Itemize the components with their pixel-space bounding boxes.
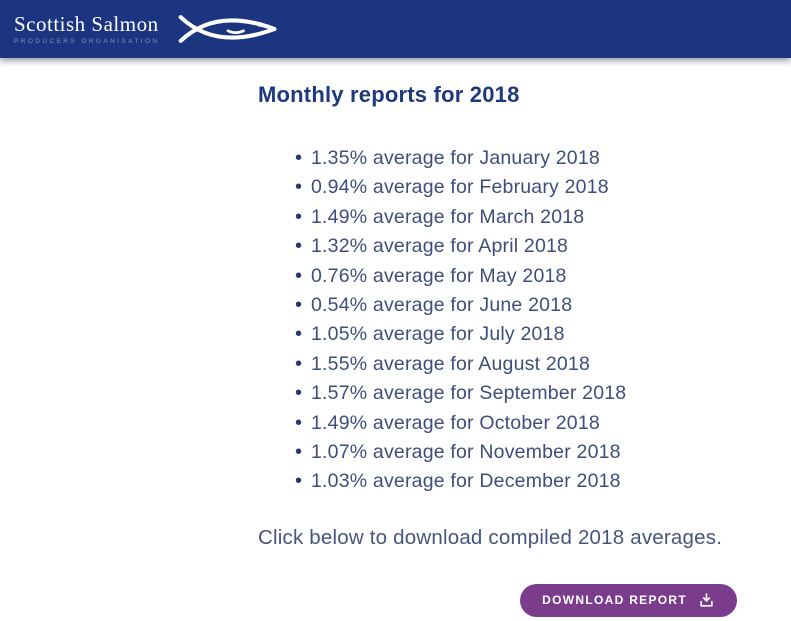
- brand-wordmark: Scottish Salmon PRODUCERS ORGANISATION: [14, 13, 160, 45]
- download-report-button[interactable]: DOWNLOAD REPORT: [520, 583, 737, 617]
- report-list-item: 0.76% average for May 2018: [295, 262, 771, 292]
- report-item-text: 1.07% average for November 2018: [311, 441, 621, 464]
- brand-title: Scottish Salmon: [14, 12, 159, 36]
- report-list-item: 1.05% average for July 2018: [295, 320, 771, 350]
- fish-logo-icon: [178, 11, 278, 47]
- report-list-item: 1.32% average for April 2018: [295, 232, 771, 262]
- report-item-text: 1.57% average for September 2018: [311, 382, 627, 405]
- download-icon: [698, 592, 715, 609]
- report-item-text: 1.49% average for March 2018: [311, 205, 585, 228]
- site-header: Scottish Salmon PRODUCERS ORGANISATION: [0, 0, 791, 58]
- report-item-text: 1.03% average for December 2018: [311, 470, 621, 493]
- main-content: Monthly reports for 2018 1.35% average f…: [0, 58, 791, 617]
- report-list-item: 1.57% average for September 2018: [295, 379, 771, 409]
- report-item-text: 0.54% average for June 2018: [311, 294, 573, 317]
- report-item-text: 1.55% average for August 2018: [311, 352, 590, 375]
- report-item-text: 1.05% average for July 2018: [311, 323, 565, 346]
- report-item-text: 1.35% average for January 2018: [311, 147, 600, 169]
- report-list-item: 1.49% average for October 2018: [295, 409, 771, 439]
- report-list-item: 1.49% average for March 2018: [295, 203, 771, 233]
- button-row: DOWNLOAD REPORT: [258, 583, 771, 617]
- report-item-text: 1.32% average for April 2018: [311, 235, 569, 258]
- report-list-item: 0.54% average for June 2018: [295, 291, 771, 321]
- brand-subtitle: PRODUCERS ORGANISATION: [14, 38, 160, 45]
- report-list-item: 1.07% average for November 2018: [295, 438, 771, 468]
- page-title: Monthly reports for 2018: [258, 82, 520, 107]
- report-list-item: 1.35% average for January 2018: [295, 144, 771, 174]
- download-report-button-label: DOWNLOAD REPORT: [542, 593, 687, 608]
- report-list-item: 1.03% average for December 2018: [295, 467, 771, 497]
- report-item-text: 0.94% average for February 2018: [311, 176, 609, 199]
- report-item-text: 0.76% average for May 2018: [311, 264, 567, 287]
- report-item-text: 1.49% average for October 2018: [311, 411, 600, 434]
- download-prompt-text: Click below to download compiled 2018 av…: [258, 525, 723, 549]
- report-list-item: 1.55% average for August 2018: [295, 350, 771, 380]
- brand-logo[interactable]: Scottish Salmon PRODUCERS ORGANISATION: [14, 11, 278, 47]
- report-list-item: 0.94% average for February 2018: [295, 173, 771, 203]
- monthly-report-list: 1.35% average for January 2018 0.94% ave…: [258, 144, 771, 497]
